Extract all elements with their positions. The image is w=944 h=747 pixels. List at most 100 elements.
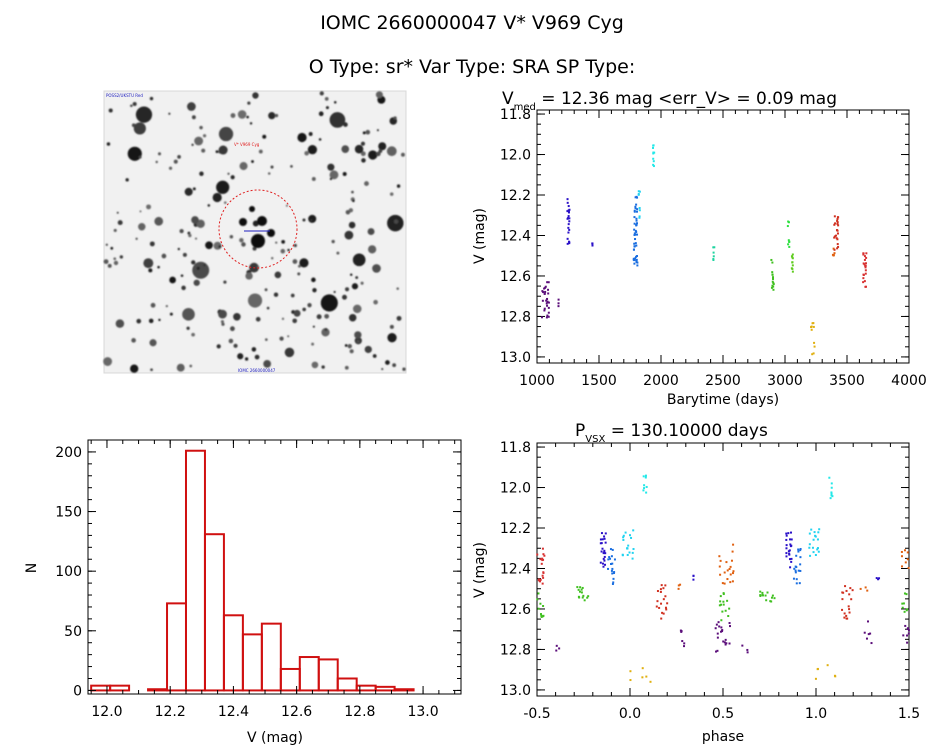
star [311, 177, 316, 181]
data-point [641, 667, 644, 670]
data-point [641, 676, 644, 679]
data-point [555, 649, 558, 652]
star [280, 248, 286, 254]
star [389, 324, 394, 329]
data-point [677, 584, 680, 587]
histogram-bar [147, 688, 169, 692]
star [344, 344, 348, 347]
data-point [833, 215, 836, 218]
lightcurve-title-rest: = 12.36 mag <err_V> = 0.09 mag [536, 89, 837, 109]
star [199, 125, 203, 130]
data-point [786, 225, 789, 228]
star [233, 343, 238, 348]
x-tick-label: 12.2 [155, 704, 186, 720]
data-point [797, 548, 800, 551]
data-point [660, 602, 663, 605]
data-point [599, 542, 602, 545]
data-point [642, 489, 645, 492]
data-point [845, 617, 848, 620]
star [264, 288, 268, 292]
star [191, 216, 199, 224]
phase-title-rest: = 130.10000 days [605, 421, 768, 441]
data-point [729, 581, 732, 584]
star [327, 163, 335, 171]
data-point [621, 553, 624, 556]
y-tick-label: 100 [55, 564, 82, 580]
data-point [604, 563, 607, 566]
star [263, 360, 272, 368]
star [148, 268, 153, 273]
star [110, 246, 114, 250]
data-point [546, 314, 549, 317]
data-point [842, 591, 845, 594]
data-point [727, 615, 730, 618]
data-point [633, 228, 636, 231]
data-point [902, 634, 905, 637]
star [402, 367, 406, 371]
data-point [863, 258, 866, 261]
star [138, 223, 146, 231]
data-point [833, 235, 836, 238]
data-point [836, 218, 839, 221]
data-point [746, 648, 749, 651]
data-point [635, 261, 638, 264]
sky-image-background [103, 90, 407, 374]
data-point [683, 645, 686, 648]
data-point [662, 612, 665, 615]
data-point [603, 535, 606, 538]
star [205, 241, 213, 250]
star [396, 287, 399, 290]
x-tick-label: 1000 [519, 373, 555, 389]
data-point [604, 532, 607, 535]
data-point [576, 586, 579, 589]
data-point [759, 594, 762, 597]
data-point [771, 271, 774, 274]
y-tick-label: 11.8 [500, 107, 531, 123]
star [345, 210, 351, 215]
data-point [546, 304, 549, 307]
data-point [799, 556, 802, 559]
star [360, 151, 366, 157]
star [292, 259, 298, 264]
data-point [732, 572, 735, 575]
data-point [864, 264, 867, 267]
data-point [638, 209, 641, 212]
data-point [836, 229, 839, 232]
data-point [633, 262, 636, 265]
data-point [843, 616, 846, 619]
star [318, 138, 322, 141]
star [133, 122, 146, 135]
star [148, 318, 154, 324]
star [279, 336, 284, 341]
star [230, 113, 236, 118]
data-point [543, 292, 546, 295]
data-point [865, 256, 868, 259]
data-point [831, 495, 834, 498]
data-point [906, 558, 909, 561]
data-point [785, 552, 788, 555]
data-point [545, 299, 548, 302]
data-point [798, 582, 801, 585]
star [316, 314, 322, 320]
data-point [652, 146, 655, 149]
data-point [540, 615, 543, 618]
star [127, 146, 142, 161]
data-point [849, 587, 852, 590]
star [353, 304, 362, 314]
star [342, 171, 347, 176]
data-point [725, 561, 728, 564]
data-point [643, 484, 646, 487]
star [165, 304, 169, 308]
star [342, 294, 347, 300]
data-point [643, 487, 646, 490]
star [324, 96, 329, 101]
x-tick-label: 13.0 [407, 704, 438, 720]
star [229, 326, 235, 332]
data-point [537, 579, 540, 582]
data-point [790, 267, 793, 270]
data-point [600, 550, 603, 553]
data-point [722, 593, 725, 596]
data-point [797, 569, 800, 572]
data-point [797, 550, 800, 553]
star [375, 91, 383, 99]
